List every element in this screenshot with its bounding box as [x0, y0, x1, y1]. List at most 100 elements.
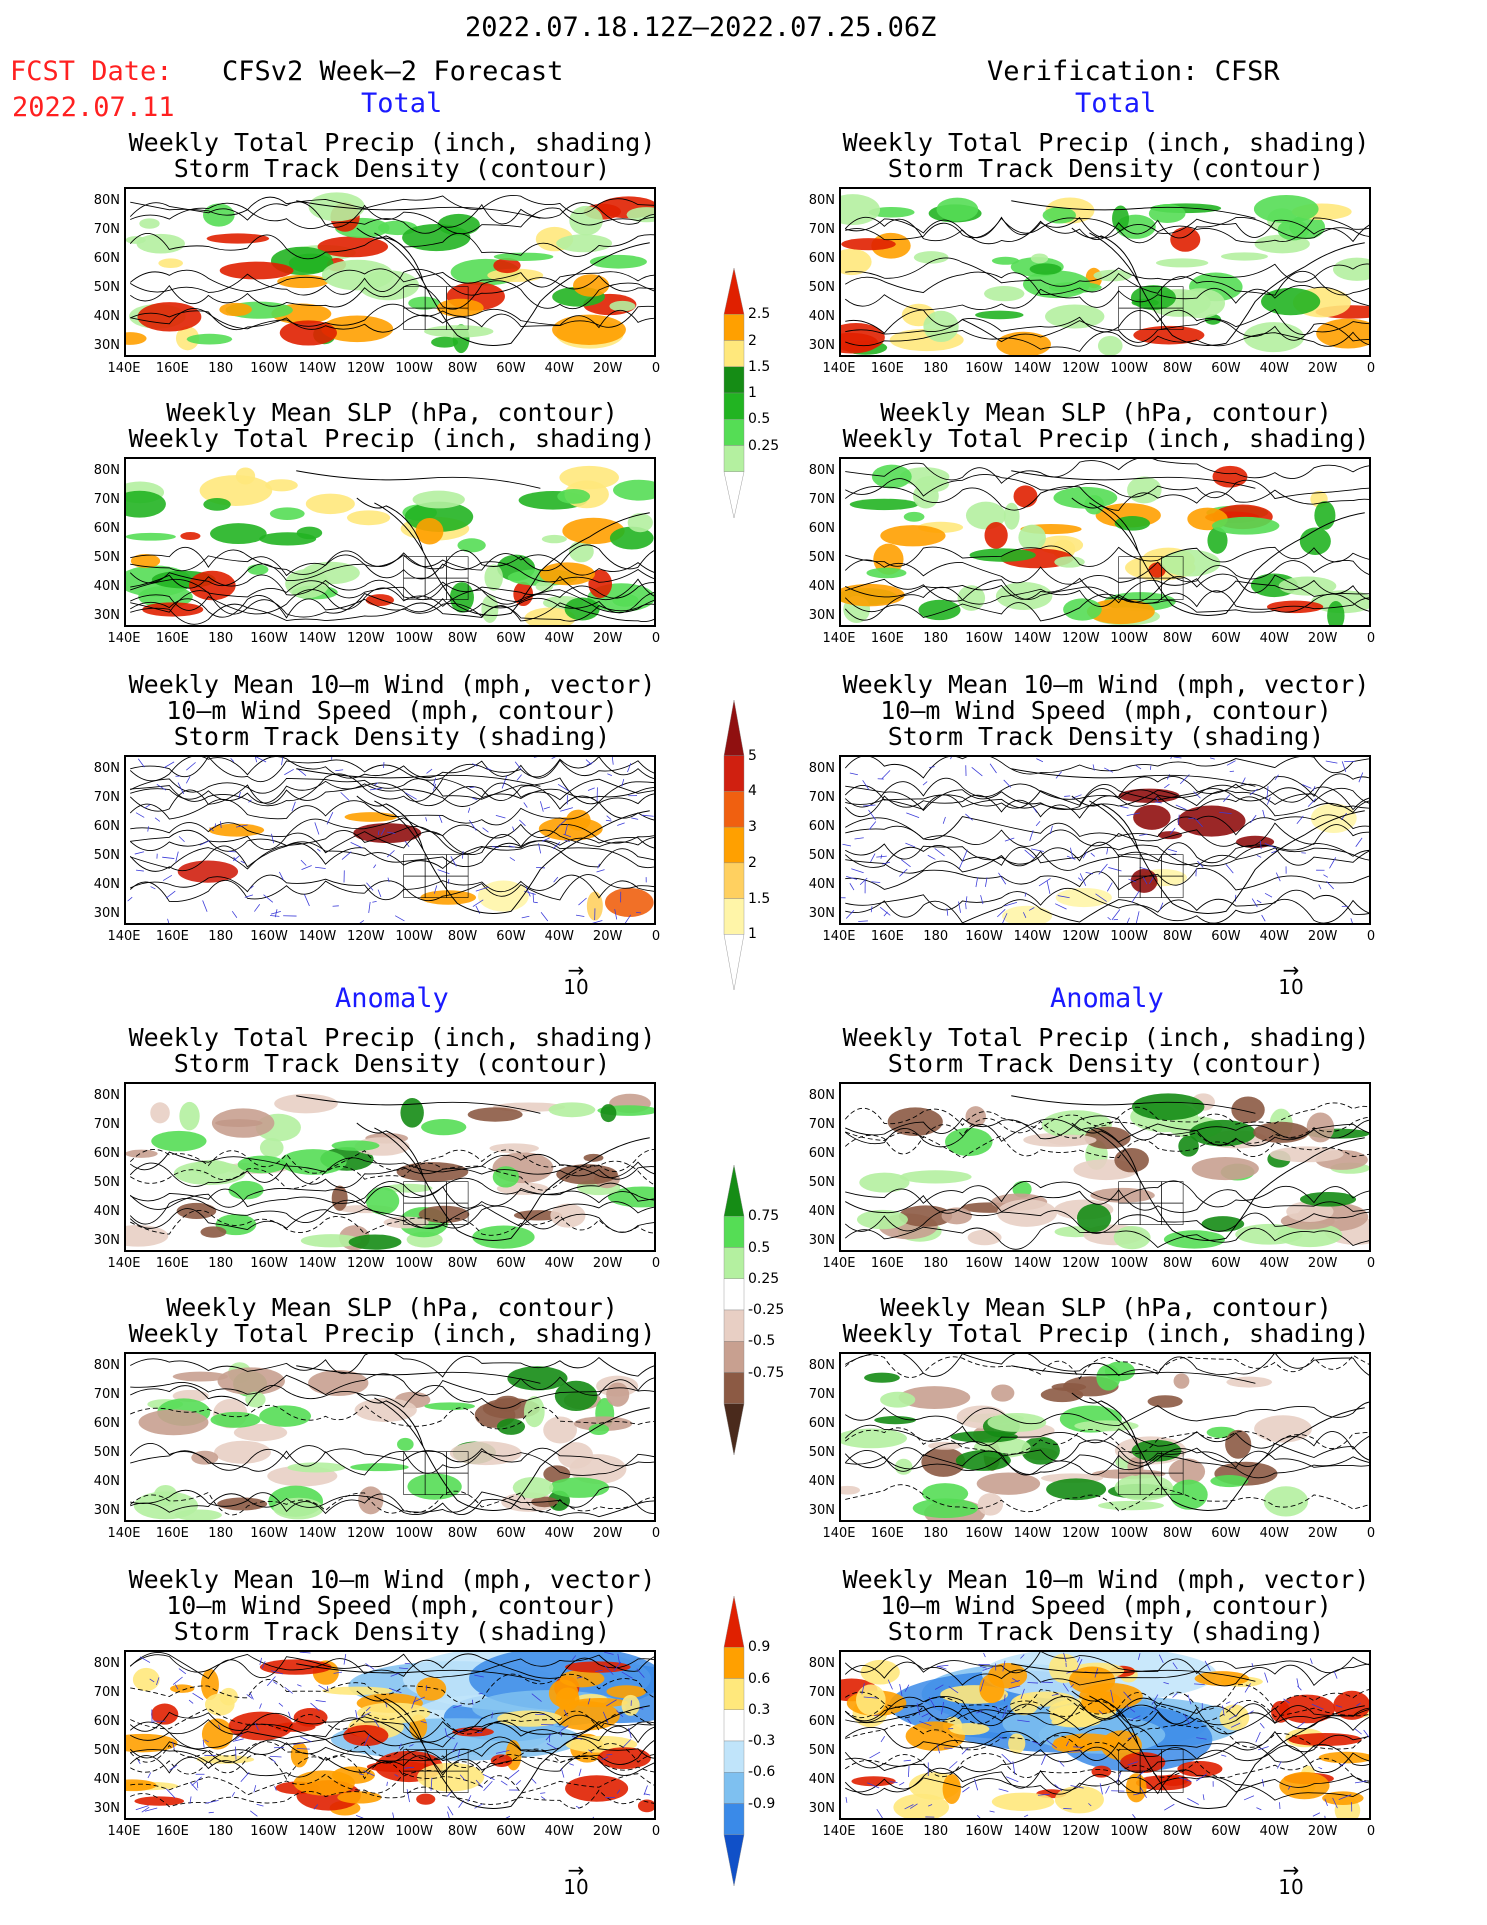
shading-blob	[412, 490, 465, 509]
shading-blob	[1133, 325, 1205, 345]
wind-vector	[363, 1733, 371, 1746]
wind-vector	[1055, 771, 1062, 779]
colorbar-label: -0.9	[748, 1795, 776, 1812]
wind-vector	[231, 910, 238, 918]
lat-label: 70N	[93, 1685, 120, 1700]
contour-line	[844, 216, 1369, 245]
lon-label: 140W	[1013, 631, 1052, 646]
panel-title-line: 10–m Wind Speed (mph, contour)	[880, 696, 1332, 725]
shading-blob	[984, 521, 1008, 549]
lon-label: 100W	[395, 1824, 433, 1839]
map-panel	[839, 1650, 1371, 1820]
wind-vector	[284, 1686, 293, 1694]
shading-blob	[293, 1770, 355, 1796]
shading-blob	[977, 1493, 1004, 1516]
wind-vector	[1247, 1710, 1254, 1715]
shading-blob	[305, 493, 355, 515]
lon-label: 0	[1366, 631, 1376, 646]
wind-vector	[474, 1674, 484, 1678]
fcst-date-value: 2022.07.11	[12, 92, 175, 123]
panel-title-line: Storm Track Density (contour)	[887, 154, 1325, 183]
wind-vector	[1024, 849, 1035, 859]
shading-blob	[1093, 269, 1132, 282]
wind-vector	[426, 768, 433, 774]
shading-blob	[1003, 502, 1020, 530]
state-boundary	[1118, 307, 1141, 330]
contour-line	[844, 1661, 1369, 1687]
colorbar-label: 0.9	[748, 1639, 771, 1656]
wind-vector	[508, 1769, 520, 1779]
contour-line	[845, 867, 1369, 891]
wind-vector	[907, 1718, 912, 1725]
shading-blob	[265, 479, 298, 492]
wind-vector	[934, 848, 945, 857]
coastline	[1011, 1095, 1365, 1241]
lon-label: 120W	[1061, 631, 1100, 646]
shading-blob	[186, 333, 233, 345]
shading-blob	[219, 261, 294, 280]
shading-blob	[407, 1473, 462, 1500]
wind-vector	[1001, 1753, 1012, 1764]
wind-vector	[189, 1781, 198, 1791]
wind-vector	[218, 1724, 221, 1730]
lon-label: 120W	[1061, 929, 1100, 944]
wind-vector	[1309, 1658, 1313, 1664]
wind-vector	[1098, 863, 1108, 875]
contour-line	[130, 1160, 654, 1191]
wind-vector	[1029, 830, 1034, 841]
shading-blob	[1010, 1694, 1039, 1716]
wind-vector	[1155, 797, 1159, 802]
wind-vector	[505, 1815, 511, 1818]
wind-vector	[523, 802, 528, 808]
wind-vector	[254, 757, 258, 763]
wind-vector	[450, 856, 457, 867]
shading-blob	[493, 258, 521, 274]
wind-vector	[278, 1702, 284, 1707]
wind-vector	[359, 1773, 365, 1776]
wind-vector	[1010, 1680, 1020, 1684]
lon-label: 0	[651, 929, 661, 944]
colorbar-segment	[723, 862, 745, 899]
colorbar-segment	[723, 1740, 745, 1773]
wind-vector	[368, 901, 371, 913]
wind-vector	[1066, 855, 1076, 860]
wind-vector	[1195, 818, 1203, 828]
wind-vector	[546, 1743, 557, 1750]
wind-vector	[919, 1720, 932, 1727]
vector-ref-value-3: 10	[563, 1875, 589, 1899]
wind-vector	[1099, 1783, 1103, 1795]
wind-vector	[980, 895, 984, 905]
wind-vector	[343, 1653, 347, 1665]
lat-label: 30N	[93, 338, 120, 353]
wind-vector	[1131, 890, 1140, 903]
lon-label: 0	[1366, 1526, 1376, 1541]
wind-vector	[602, 1711, 609, 1724]
wind-vector	[363, 1770, 375, 1777]
wind-vector	[1135, 911, 1140, 923]
wind-vector	[1123, 1691, 1132, 1701]
wind-vector	[1251, 898, 1258, 908]
shading-blob	[1076, 1203, 1112, 1233]
contour-line	[129, 1149, 654, 1174]
lat-label: 80N	[93, 193, 120, 208]
wind-vector	[232, 1738, 244, 1742]
panel-title-line: 10–m Wind Speed (mph, contour)	[166, 1591, 618, 1620]
wind-vector	[135, 869, 144, 872]
wind-vector	[1137, 1653, 1141, 1661]
wind-vector	[1323, 874, 1329, 878]
wind-vector	[234, 1734, 243, 1741]
colorbar-label: 0.5	[748, 1239, 771, 1256]
contour-line	[845, 898, 1369, 923]
shading-blob	[1279, 1771, 1330, 1800]
wind-vector	[1354, 1780, 1368, 1784]
shading-blob	[358, 1486, 384, 1515]
wind-vector	[1355, 837, 1363, 847]
colorbar-segment	[723, 1595, 745, 1648]
colorbar-label: 0.5	[748, 411, 771, 428]
shading-blob	[543, 1465, 571, 1483]
wind-vector	[525, 886, 531, 897]
wind-vector	[1041, 1754, 1047, 1765]
shading-blob	[172, 1371, 229, 1382]
lon-label: 120W	[1061, 1256, 1100, 1271]
shading-blob	[421, 1119, 467, 1136]
